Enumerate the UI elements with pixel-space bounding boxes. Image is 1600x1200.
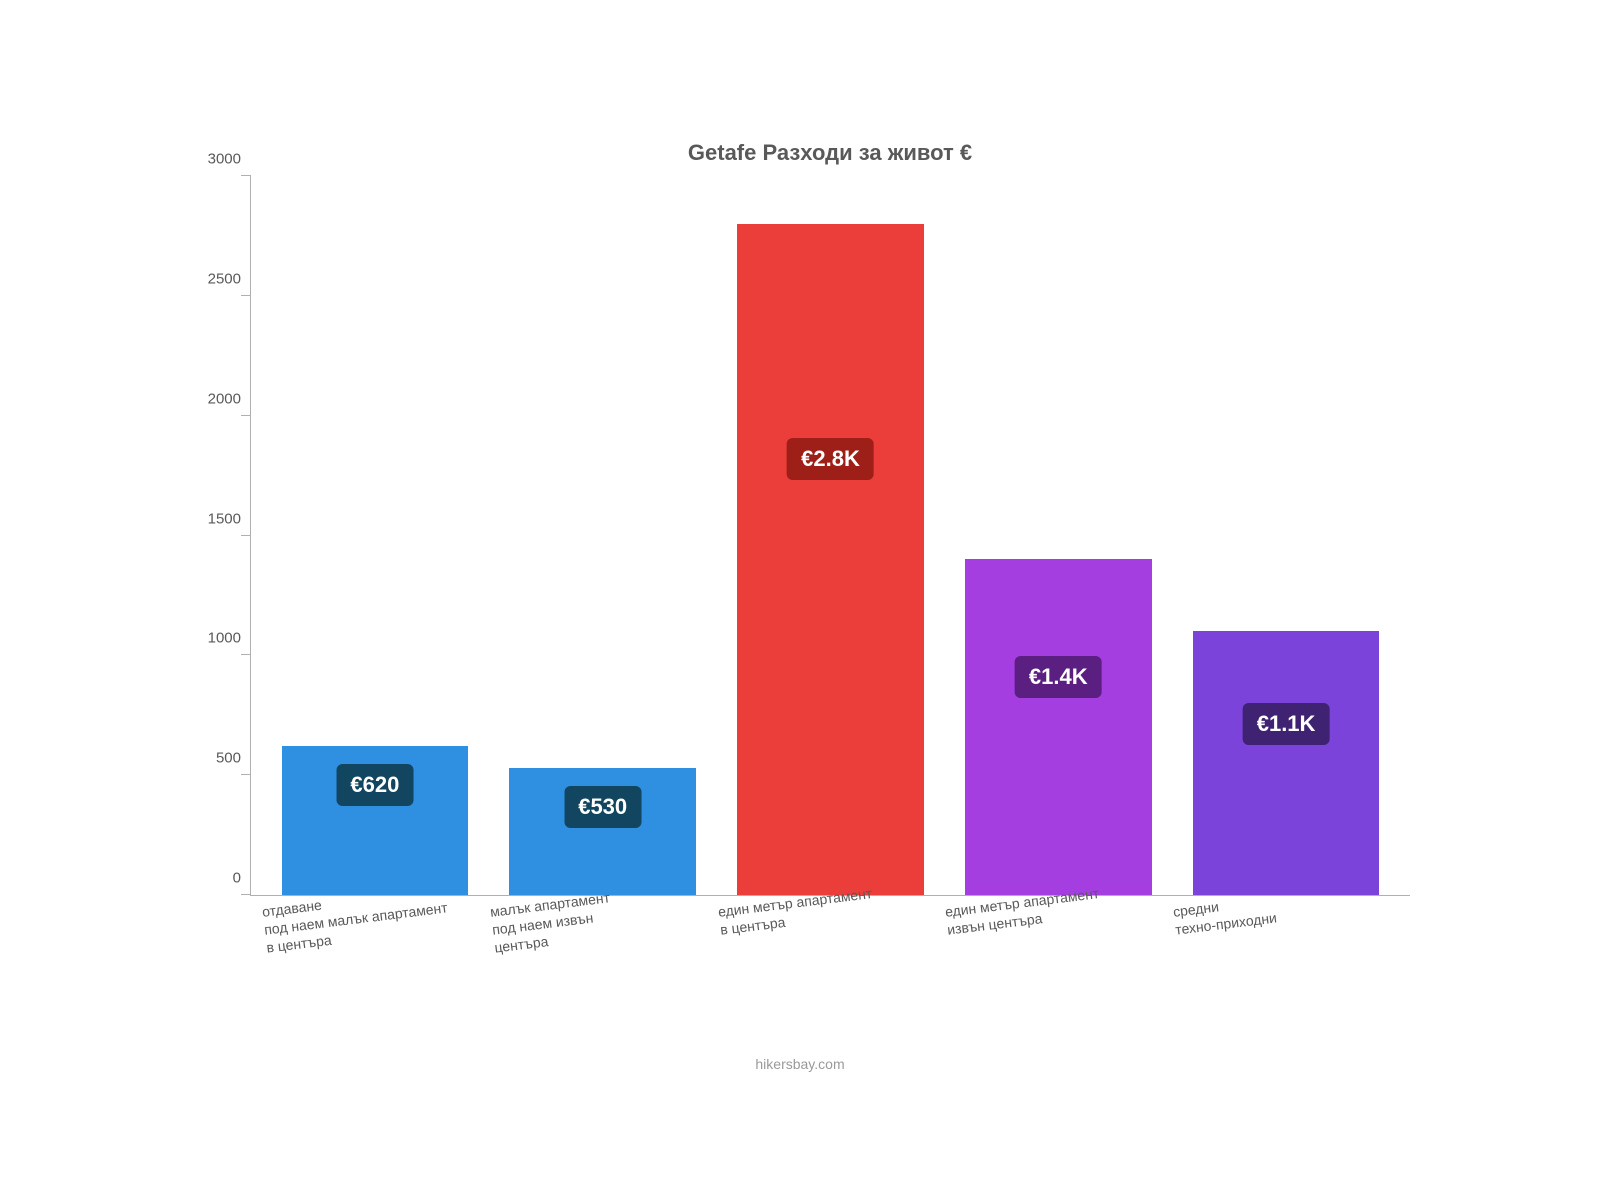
y-tick	[241, 894, 251, 895]
y-tick	[241, 415, 251, 416]
value-badge: €620	[336, 764, 413, 806]
bar-slot: €620	[261, 176, 489, 895]
value-badge: €1.4K	[1015, 656, 1102, 698]
y-tick-label: 1500	[191, 510, 241, 527]
cost-of-living-chart: Getafe Разходи за живот € €620€530€2.8K€…	[160, 120, 1440, 1080]
y-tick	[241, 654, 251, 655]
x-label: средни техно-приходни	[1172, 891, 1278, 940]
bar: €620	[282, 746, 469, 895]
bar: €2.8K	[737, 224, 924, 895]
y-tick-label: 3000	[191, 151, 241, 168]
y-tick-label: 2500	[191, 270, 241, 287]
y-tick	[241, 535, 251, 536]
value-badge: €1.1K	[1243, 703, 1330, 745]
bar-slot: €1.1K	[1172, 176, 1400, 895]
bar-slot: €530	[489, 176, 717, 895]
bars-container: €620 €530 €2.8K €1.4K €1.1K	[251, 176, 1410, 895]
y-tick	[241, 175, 251, 176]
y-tick-label: 0	[191, 870, 241, 887]
source-attribution: hikersbay.com	[160, 1056, 1440, 1072]
bar: €1.4K	[965, 559, 1152, 895]
bar: €530	[509, 768, 696, 895]
bar-slot: €1.4K	[944, 176, 1172, 895]
bar-slot: €2.8K	[717, 176, 945, 895]
value-badge: €2.8K	[787, 438, 874, 480]
value-badge: €530	[564, 786, 641, 828]
x-label: малък апартамент под наем извън центъра	[489, 888, 615, 957]
plot-area: €620€530€2.8K€1.4K€1.1K отдаване под нае…	[250, 176, 1410, 896]
y-tick	[241, 295, 251, 296]
y-tick-label: 2000	[191, 390, 241, 407]
y-tick	[241, 774, 251, 775]
chart-title: Getafe Разходи за живот €	[250, 140, 1410, 166]
y-tick-label: 500	[191, 750, 241, 767]
y-tick-label: 1000	[191, 630, 241, 647]
bar: €1.1K	[1193, 631, 1380, 895]
